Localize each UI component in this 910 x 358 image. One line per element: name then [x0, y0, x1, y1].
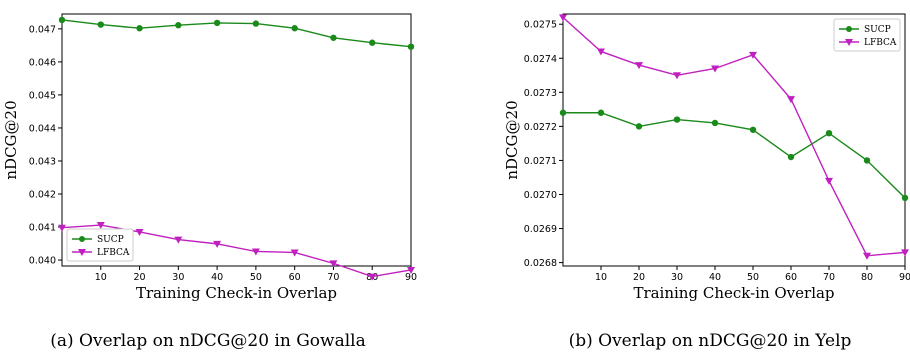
plot-frame	[562, 13, 906, 267]
legend-label-sucp: SUCP	[864, 25, 891, 35]
y-tick-label: 0.0272	[524, 122, 557, 133]
legend-marker-lfbca	[845, 39, 853, 46]
y-tick-label: 0.044	[29, 123, 56, 134]
x-tick-label: 10	[595, 272, 607, 283]
y-tick-label: 0.040	[29, 256, 56, 267]
lfbca-point	[825, 177, 833, 185]
legend-marker-sucp	[79, 236, 85, 242]
chart-panel-b: 10 20 30 40 50 60 70 80 90 0.0268 0.0269 0.0270 0.02…	[503, 13, 910, 351]
sucp-point	[175, 22, 182, 29]
y-axis-label: nDCG@20	[503, 100, 521, 179]
legend: SUCP LFBCA	[833, 18, 901, 52]
lfbca-point	[407, 266, 415, 274]
x-tick-label: 90	[405, 272, 417, 283]
lfbca-point	[635, 62, 643, 70]
sucp-point	[559, 109, 567, 116]
x-axis-label: Training Check-in Overlap	[633, 284, 834, 302]
lfbca-point	[749, 51, 757, 59]
sucp-point	[787, 153, 795, 161]
x-tick-label: 20	[134, 272, 146, 283]
lfbca-point	[901, 249, 909, 257]
legend: SUCP LFBCA	[66, 228, 134, 262]
legend-label-sucp: SUCP	[97, 235, 124, 245]
sucp-point	[825, 129, 833, 137]
sucp-point	[58, 16, 66, 24]
lfbca-point	[96, 222, 105, 230]
y-tick-label: 0.0273	[524, 88, 557, 99]
x-tick-label: 70	[823, 272, 835, 283]
lfbca-point	[559, 14, 567, 22]
sucp-point	[369, 39, 376, 46]
y-tick-label: 0.0274	[524, 54, 557, 65]
lfbca-point	[673, 72, 681, 80]
x-tick-label: 60	[289, 272, 301, 283]
y-tick-label: 0.047	[29, 24, 56, 35]
y-tick-label: 0.041	[29, 223, 56, 234]
chart-panel-a: 1020304050607080900.0400.0410.0420.0430.…	[2, 13, 417, 351]
sucp-point	[252, 20, 260, 27]
lfbca-point	[787, 96, 795, 104]
sucp-point	[407, 43, 415, 50]
sucp-point	[673, 116, 681, 123]
lfbca-point	[863, 252, 871, 260]
legend-label-lfbca: LFBCA	[864, 38, 897, 48]
lfbca-line	[562, 16, 906, 257]
sucp-point	[863, 157, 871, 164]
y-tick-label: 0.0268	[524, 258, 557, 269]
x-tick-label: 80	[861, 272, 873, 283]
y-tick-label: 0.0269	[524, 224, 557, 235]
figure-caption: (a) Overlap on nDCG@20 in Gowalla	[50, 331, 365, 351]
x-tick-label: 30	[671, 272, 683, 283]
lfbca-point	[213, 240, 222, 248]
y-tick-label: 0.046	[29, 57, 56, 68]
sucp-line	[563, 112, 906, 199]
legend-label-lfbca: LFBCA	[97, 248, 130, 258]
plot-frame	[61, 13, 412, 267]
sucp-point	[749, 126, 757, 133]
lfbca-point	[174, 236, 183, 244]
x-tick-label: 50	[747, 272, 759, 283]
x-tick-label: 50	[250, 272, 262, 283]
lfbca-point	[58, 224, 66, 232]
sucp-point	[635, 123, 643, 130]
lfbca-point	[597, 48, 605, 56]
lfbca-point	[329, 260, 338, 268]
x-tick-label: 60	[785, 272, 797, 283]
lfbca-point	[368, 273, 377, 281]
sucp-point	[597, 109, 605, 116]
sucp-point	[213, 19, 221, 27]
y-axis-label: nDCG@20	[2, 100, 20, 179]
sucp-point	[901, 194, 909, 202]
legend-marker-lfbca	[78, 249, 86, 256]
y-tick-label: 0.0275	[524, 20, 557, 31]
lfbca-point	[290, 249, 299, 257]
sucp-line	[61, 19, 412, 48]
sucp-point	[291, 25, 298, 32]
y-tick-label: 0.0271	[524, 156, 557, 167]
figure-caption: (b) Overlap on nDCG@20 in Yelp	[569, 331, 852, 351]
x-tick-label: 10	[95, 272, 107, 283]
x-tick-label: 30	[172, 272, 184, 283]
y-tick-label: 0.045	[29, 90, 56, 101]
x-axis-label: Training Check-in Overlap	[136, 284, 337, 302]
sucp-point	[330, 34, 337, 41]
lfbca-point	[135, 228, 144, 236]
x-tick-label: 20	[633, 272, 645, 283]
x-tick-label: 90	[899, 272, 910, 283]
x-tick-label: 70	[327, 272, 339, 283]
y-tick-label: 0.0270	[524, 190, 557, 201]
sucp-point	[97, 21, 104, 28]
y-tick-label: 0.043	[29, 156, 56, 167]
x-tick-label: 40	[709, 272, 721, 283]
legend-marker-sucp	[846, 26, 852, 32]
lfbca-point	[251, 248, 260, 256]
x-tick-label: 40	[211, 272, 223, 283]
sucp-point	[136, 25, 143, 32]
lfbca-point	[711, 65, 719, 73]
y-tick-label: 0.042	[29, 190, 56, 201]
sucp-point	[711, 119, 719, 127]
